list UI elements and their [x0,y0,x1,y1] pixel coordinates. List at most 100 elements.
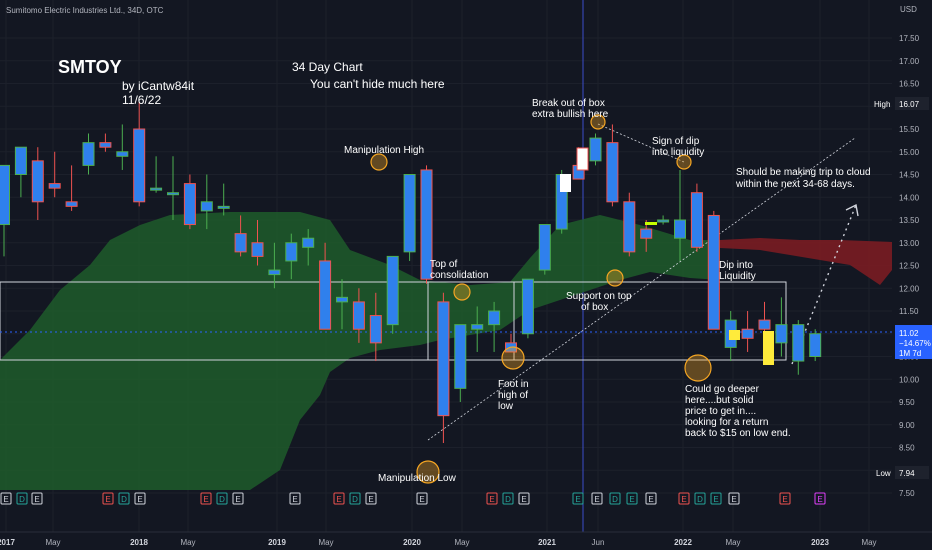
candle-body [775,324,788,344]
event-marker [16,492,28,505]
candle-body [234,233,247,253]
time-tick-label: 2023 [811,538,829,547]
event-marker [502,492,514,505]
event-marker-label: D [352,495,358,504]
candle-body [640,228,653,239]
projection-arrow [791,204,857,365]
low-badge-value: 7.94 [899,469,915,478]
event-marker [134,492,146,505]
time-tick-label: 2019 [268,538,286,547]
low-badge-label: Low [876,469,891,478]
event-marker-label: D [612,495,618,504]
candle-body [589,137,602,162]
candle-body [606,142,619,203]
candle-body [538,224,551,271]
annotation-manipulation-low: Manipulation Low [378,473,457,484]
candle-body [0,164,10,226]
annotation-subtitle-2: You can't hide much here [310,77,445,91]
price-tick-label: 17.50 [899,34,920,43]
event-marker [591,492,603,505]
event-marker [333,492,345,505]
candle-body [521,278,534,335]
time-tick-label: 2021 [538,538,556,547]
event-marker [365,492,377,505]
candle-body [403,174,416,253]
candle-body [336,296,348,303]
annotation-author: by iCantw84it [122,79,195,93]
event-marker [779,492,791,505]
candle-body [471,324,484,330]
price-tick-label: 14.50 [899,171,920,180]
price-tick-label: 9.00 [899,421,915,430]
time-tick-label: May [180,538,195,547]
candle-body [657,219,670,223]
event-marker-label: E [105,495,110,504]
event-marker-label: E [817,495,822,504]
projection-arrowhead [845,203,859,217]
annotation-deeper-5: back to $15 on low end. [685,428,791,439]
annotation-breakout-1: Break out of box [532,98,605,109]
event-marker [200,492,212,505]
event-marker-label: E [731,495,736,504]
high-badge-label: High [874,100,890,109]
symbol-header: Sumitomo Electric Industries Ltd., 34D, … [6,6,164,15]
candle-body [488,310,501,326]
time-tick-label: Jun [592,538,605,547]
event-marker [694,492,706,505]
event-marker [728,492,740,505]
annotation-circle [676,154,692,170]
price-tick-label: 9.50 [899,398,915,407]
price-tick-label: 15.50 [899,125,920,134]
price-tick-label: 13.50 [899,216,920,225]
candle-body [302,237,315,248]
price-tick-label: 12.50 [899,262,920,271]
candle-body [268,269,281,276]
annotation-support-2: of box [581,302,608,313]
event-marker-label: E [235,495,240,504]
event-marker [710,492,722,505]
candle-body [167,192,179,196]
candle-body [369,315,382,344]
last-price-badge [895,325,932,359]
annotation-circle [606,269,624,287]
candle-body [420,169,433,280]
candle-highlight-white [576,147,589,171]
annotation-subtitle-1: 34 Day Chart [292,60,363,74]
annotation-dip-liquidity-1: Dip into [719,260,753,271]
high-badge [895,97,929,110]
candle-body [116,151,129,157]
candle-body [758,319,771,330]
event-marker-label: E [629,495,634,504]
annotation-foot-1: Foot in [498,379,529,390]
annotation-foot-3: low [498,401,514,412]
cloud-bearish [720,238,892,285]
annotation-circles [370,114,712,484]
candle-highlight-white [560,174,571,192]
event-marker [31,492,43,505]
candle-body [217,205,230,209]
candle-highlight-yellow [763,331,774,365]
candle-body [183,183,196,226]
time-tick-label: May [45,538,60,547]
annotation-dip-liquidity-2: Liquidity [719,271,756,282]
candle-highlight-yellow [729,330,740,340]
annotation-breakout-2: extra bullish here [532,109,609,120]
time-axis-ticks: 2017 May 2018 May 2019 May 2020 May 2021 Jun 2022 M… [0,538,877,547]
price-axis[interactable] [892,0,932,532]
candle-body [352,301,365,330]
candle-body [792,324,805,362]
event-marker-label: D [697,495,703,504]
annotation-sign-dip-2: into liquidity [652,147,704,158]
candle-body [200,201,213,212]
event-marker-label: E [681,495,686,504]
candle-body [437,301,450,417]
candle-body [623,201,636,253]
event-marker-label: E [489,495,494,504]
time-axis[interactable] [0,532,932,550]
time-tick-label: 2017 [0,538,15,547]
price-tick-label: 13.00 [899,239,920,248]
event-marker-label: E [419,495,424,504]
event-marker-label: E [203,495,208,504]
annotation-cloud-2: within the next 34-68 days. [735,179,855,190]
